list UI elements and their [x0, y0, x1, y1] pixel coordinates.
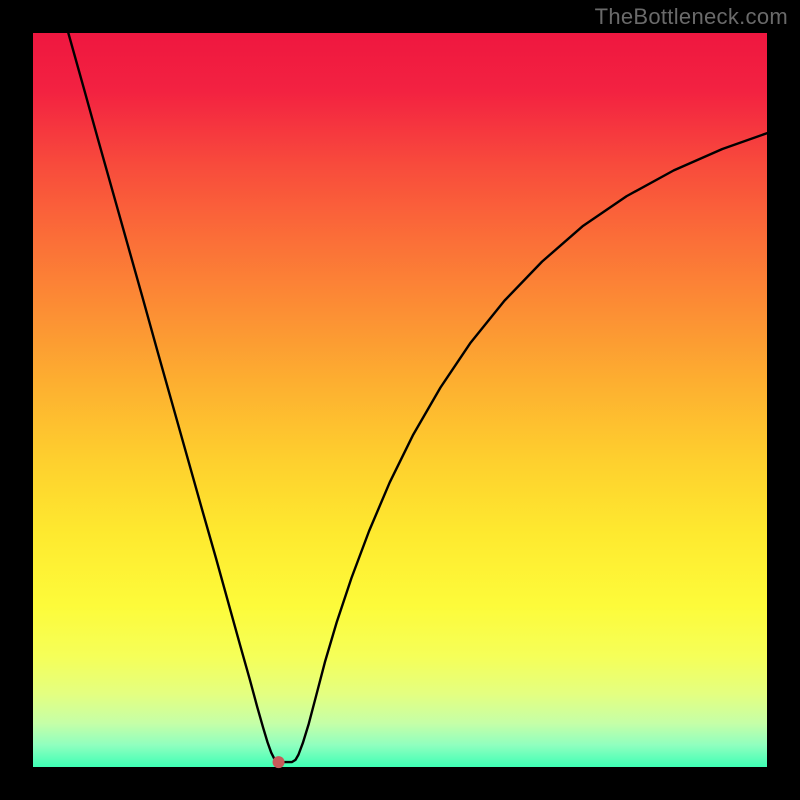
watermark-text: TheBottleneck.com [595, 4, 788, 30]
chart-gradient-background [33, 33, 767, 767]
